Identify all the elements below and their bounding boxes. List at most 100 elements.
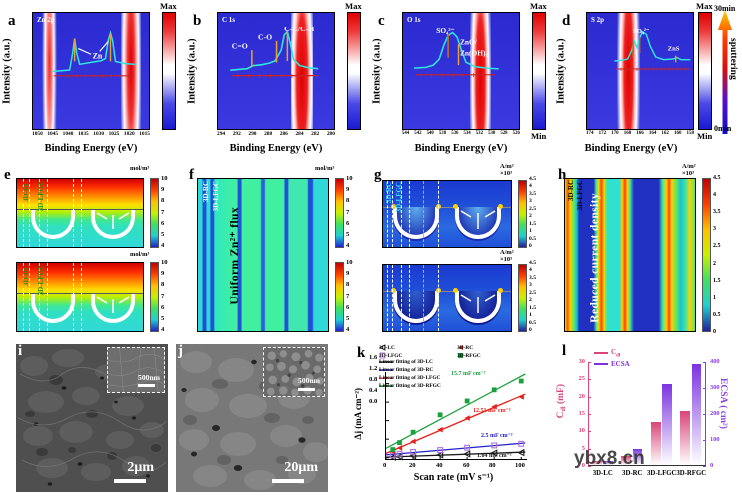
panel-l-ytick-right: 100 (710, 436, 720, 443)
tick: 4.5 (713, 175, 721, 181)
tick: 164 (648, 131, 657, 136)
panel-e-bottom-interface (17, 293, 143, 294)
tick: 1025 (108, 131, 120, 137)
legend-item-fit-3dlfgc: Linear fitting of 3D-LFGC (379, 375, 440, 381)
tick: 534 (463, 131, 471, 136)
data-point (397, 440, 402, 446)
panel-e-top-flux-arrows (96, 212, 130, 229)
tick: 6 (346, 219, 350, 227)
panel-c-colorbar-max: Max (530, 1, 547, 11)
panel-g-bottom-flux-arrows (460, 294, 496, 313)
panel-k-xtick-3: 60 (463, 462, 470, 469)
data-point (491, 403, 497, 410)
panel-b-colorbar (347, 12, 361, 130)
panel-g-top-flux-arrows (460, 210, 496, 229)
tick: 536 (451, 131, 459, 136)
panel-l-ytick-right: 400 (710, 358, 720, 365)
panel-k-annotation-3drfgc: 15.7 mF cm⁻² (451, 371, 486, 377)
tick: 540 (426, 131, 434, 136)
tick: 6 (346, 303, 350, 311)
panel-e-top-dash-1 (23, 179, 24, 247)
panel-l-tickmark-left (588, 362, 591, 363)
tick: 1050 (32, 131, 43, 137)
tick: 170 (611, 131, 619, 136)
tick: 284 (295, 131, 304, 137)
panel-g-bottom-dash-1 (387, 265, 388, 331)
tick: 9 (346, 186, 350, 194)
tick: 0 (529, 327, 532, 334)
panel-b-peak-co-double: C=O (232, 42, 248, 51)
panel-e-top-dash-2 (29, 179, 30, 247)
panel-g-top-dash-5 (423, 181, 424, 247)
legend-item-ecsa: ECSA (594, 360, 630, 368)
panel-l-y-axis-left-label: Cdl (mF) (556, 384, 567, 419)
panel-e-bottom-flux-arrows (96, 296, 130, 313)
panel-g-top-label-3dlfgc: 3D-LFGC (395, 182, 403, 213)
bar-ecsa-3d-rc (632, 448, 643, 465)
panel-j-scale-bar (272, 479, 304, 483)
panel-b-peak-cc-ch: C-C/C-H (284, 27, 314, 33)
panel-k-annotation-3dlfgc: 2.5 mF cm⁻² (481, 433, 513, 439)
panel-d-heatmap: S 2p SO₄²⁻ ZnS (586, 12, 694, 130)
panel-l-ytick-left: 25 (578, 375, 585, 383)
panel-h-annotation: Reduced current density (589, 193, 601, 323)
panel-c-heatmap: O 1s SO₄²⁻ ZnO/ Zn(OH)₂ (402, 12, 520, 130)
tick: 172 (598, 131, 607, 136)
panel-k-plot-area (385, 372, 527, 461)
panel-b-colorbar-max: Max (345, 1, 362, 11)
tick: 4 (161, 326, 165, 334)
panel-l-tickmark-right (703, 466, 706, 467)
data-point (437, 447, 444, 453)
tick: 4 (713, 192, 716, 199)
panel-k-ytick-0: 0.0 (369, 398, 378, 405)
panel-i-scale-label: 2μm (127, 460, 154, 475)
panel-f-uniform-flux-sim: f mol/m³ 3D-RC 3D-LFGC Uniform Zn²⁺ flux… (187, 165, 372, 338)
panel-g-colorbar-ticks-top: 4.5 4 3.5 3 2.5 2 1.5 1 0.5 0 (529, 176, 536, 250)
panel-l-tickmark-left (588, 414, 591, 415)
tick: 8 (161, 281, 165, 289)
tick: 166 (636, 131, 644, 136)
panel-f-colorbar-ticks-top: 10 9 8 7 6 5 4 (346, 175, 353, 250)
tick: 160 (673, 131, 682, 136)
panel-f-label-3drc: 3D-RC (202, 181, 210, 202)
panel-f-colorbar-bottom (335, 262, 344, 332)
panel-b-x-axis-label: Binding Energy (eV) (229, 143, 323, 154)
panel-k-xtick-0: 0 (383, 462, 387, 469)
panel-c-x-ticks: 544 542 540 538 536 534 532 530 528 526 (402, 131, 520, 143)
panel-d-x-ticks: 174 172 170 168 166 164 162 160 158 (586, 131, 694, 143)
line-swatch-icon (379, 369, 393, 371)
panel-c-band-1 (470, 13, 492, 129)
panel-b-inset-spectrum: C=O C-O C-C/C-H (230, 27, 319, 78)
panel-g-unit-top: A/m² ×10³ (500, 163, 514, 177)
legend-item-fit-3drc: Linear fitting of 3D-RC (379, 367, 433, 373)
panel-k-xtick-1: 20 (409, 462, 416, 469)
tick: 1 (713, 294, 716, 301)
panel-f-colorbar-top (335, 178, 344, 248)
tick: 4 (346, 242, 350, 250)
panel-l-tickmark-left (588, 466, 591, 467)
panel-g-top-cavity-right (455, 207, 501, 239)
panel-l-ytick-left: 20 (578, 392, 585, 400)
panel-i-sem-image: i 500nm 2μm (16, 344, 168, 492)
tick: 1035 (77, 131, 89, 137)
tick: 3.5 (529, 190, 536, 197)
panel-l-tickmark-left (588, 396, 591, 398)
panel-f-map: 3D-RC 3D-LFGC Uniform Zn²⁺ flux (197, 178, 329, 332)
panel-b-peak-co: C-O (258, 32, 272, 41)
tick: 4.5 (529, 176, 536, 182)
panel-l-legend: Cdl ECSA (594, 348, 630, 368)
panel-label-c: c (378, 13, 385, 29)
panel-j-inset-texture (264, 348, 324, 396)
panel-b-x-ticks: 294 292 290 288 286 284 282 280 (217, 131, 335, 143)
tick: 8 (161, 197, 165, 205)
tick: 7 (161, 208, 165, 216)
panel-g-bottom-cavity-left (393, 291, 439, 323)
tick: 4.5 (529, 260, 536, 266)
tick: 0.5 (529, 319, 536, 326)
tick: 290 (248, 131, 257, 137)
data-point (396, 445, 403, 451)
unit-line-1: A/m² (500, 163, 514, 170)
tick: 9 (161, 186, 165, 194)
panel-j-inset: 500nm (263, 347, 325, 397)
panel-d-xps-s2p: d Intensity (a.u.) S 2p SO₄²⁻ ZnS 174 17… (556, 0, 742, 165)
